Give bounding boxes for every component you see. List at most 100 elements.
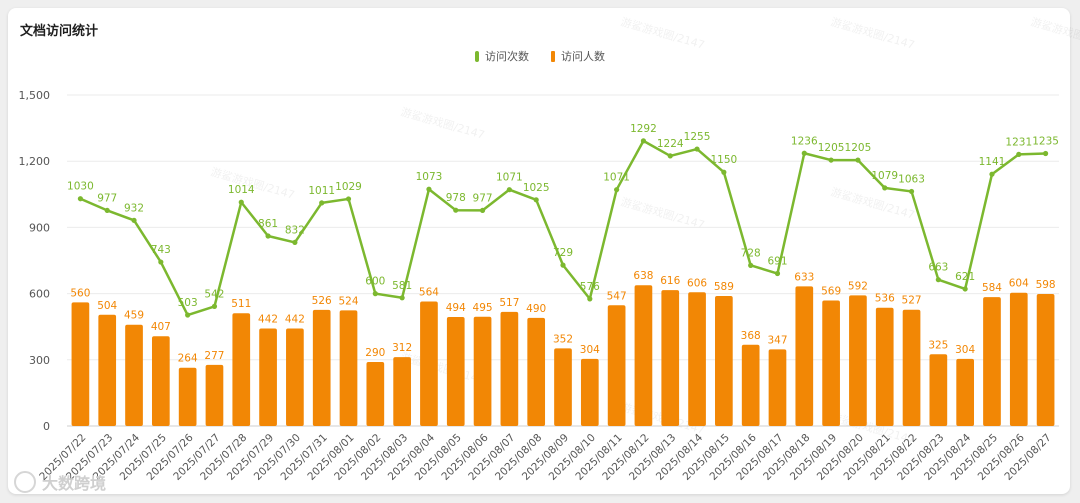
line-point [185,312,191,318]
line-label: 1025 [523,182,550,194]
bar [580,358,599,426]
bar [768,349,787,426]
line-label: 743 [151,244,171,256]
bar-label: 352 [553,333,573,345]
y-tick-label: 1,200 [19,155,51,168]
line-point [801,150,807,156]
bar-label: 442 [285,313,305,325]
bar [554,348,572,426]
line-label: 1150 [710,154,737,166]
bar [259,328,277,426]
bar [1036,294,1055,426]
bar [822,300,840,426]
line-point [426,186,432,192]
line-point [292,239,298,246]
legend-item-visits[interactable]: 访问次数 [475,48,529,64]
line-point [319,200,325,206]
bar-label: 264 [178,353,198,365]
line-point [667,153,673,159]
bar [393,357,411,426]
brand-logo-icon [14,471,36,493]
bar-label: 527 [902,295,922,307]
legend-label-visits: 访问次数 [485,50,529,63]
line-point [748,262,754,268]
bar [688,292,706,426]
bar-label: 304 [580,344,600,356]
line-label: 1011 [308,185,335,197]
watermark-text: 游鲨游戏圈/2147 [619,15,706,51]
bar [205,364,224,426]
bar-label: 304 [955,344,975,356]
bar-label: 347 [767,334,787,346]
chart-legend: 访问次数 访问人数 [0,48,1080,64]
brand-label: 大数跨境 [42,474,107,493]
bar [929,354,948,426]
line-label: 1071 [603,172,630,184]
line-label: 542 [204,288,224,300]
line-label: 1141 [979,156,1006,168]
bar [446,316,465,426]
line-point [1042,150,1049,157]
brand-watermark: 大数跨境 [14,470,106,494]
line-label: 1030 [67,181,94,193]
bar [366,362,385,426]
line-point [560,262,566,268]
line-point [211,303,218,309]
line-point [104,207,110,214]
bar [795,286,814,426]
line-label: 978 [446,192,466,204]
line-point [158,259,164,265]
bar [1009,292,1028,426]
bar [286,328,304,426]
line-point [908,188,915,195]
bar [98,314,117,426]
line-point [640,138,647,144]
line-label: 1235 [1032,135,1059,147]
bar-label: 290 [365,347,385,359]
line-label: 576 [580,281,600,293]
legend-label-visitors: 访问人数 [561,50,605,63]
bar-label: 526 [312,295,332,307]
line-point [345,196,352,202]
line-point [372,291,378,297]
bar [527,317,546,426]
line-label: 663 [928,262,948,274]
line-point [453,207,459,213]
bar [151,336,170,426]
line-point [506,187,512,193]
line-point [533,197,539,203]
bar-label: 325 [928,339,948,351]
line-point [774,270,781,277]
line-point [882,185,888,191]
watermark-text: 游鲨游戏圈/2147 [1029,15,1080,51]
series-line-visits [79,139,1046,317]
bar-label: 569 [821,285,841,297]
line-label: 977 [97,192,117,204]
bar [232,313,251,426]
line-label: 1205 [818,142,845,154]
line-label: 1224 [657,138,684,150]
y-tick-label: 0 [43,420,50,433]
bar-label: 584 [982,282,1002,294]
line-point [77,196,84,202]
bar-label: 368 [741,330,761,342]
legend-swatch-visitors [551,50,555,62]
y-tick-label: 600 [29,288,50,301]
watermark-text: 游鲨游戏圈/2147 [829,15,916,51]
line-label: 621 [955,271,975,283]
bar-label: 598 [1036,279,1056,291]
line-label: 861 [258,218,278,230]
bar-label: 517 [499,297,519,309]
legend-item-visitors[interactable]: 访问人数 [551,48,605,64]
line-label: 1079 [871,170,898,182]
bar-label: 536 [875,293,895,305]
watermark-text: 游鲨游戏圈/2147 [399,105,486,141]
chart-title: 文档访问统计 [20,24,99,39]
bar-label: 490 [526,303,546,315]
line-point [587,296,593,302]
bar-label: 606 [687,277,707,289]
bar [420,301,438,426]
bar [956,358,975,426]
line-label: 1029 [335,181,362,193]
bar [902,309,921,426]
